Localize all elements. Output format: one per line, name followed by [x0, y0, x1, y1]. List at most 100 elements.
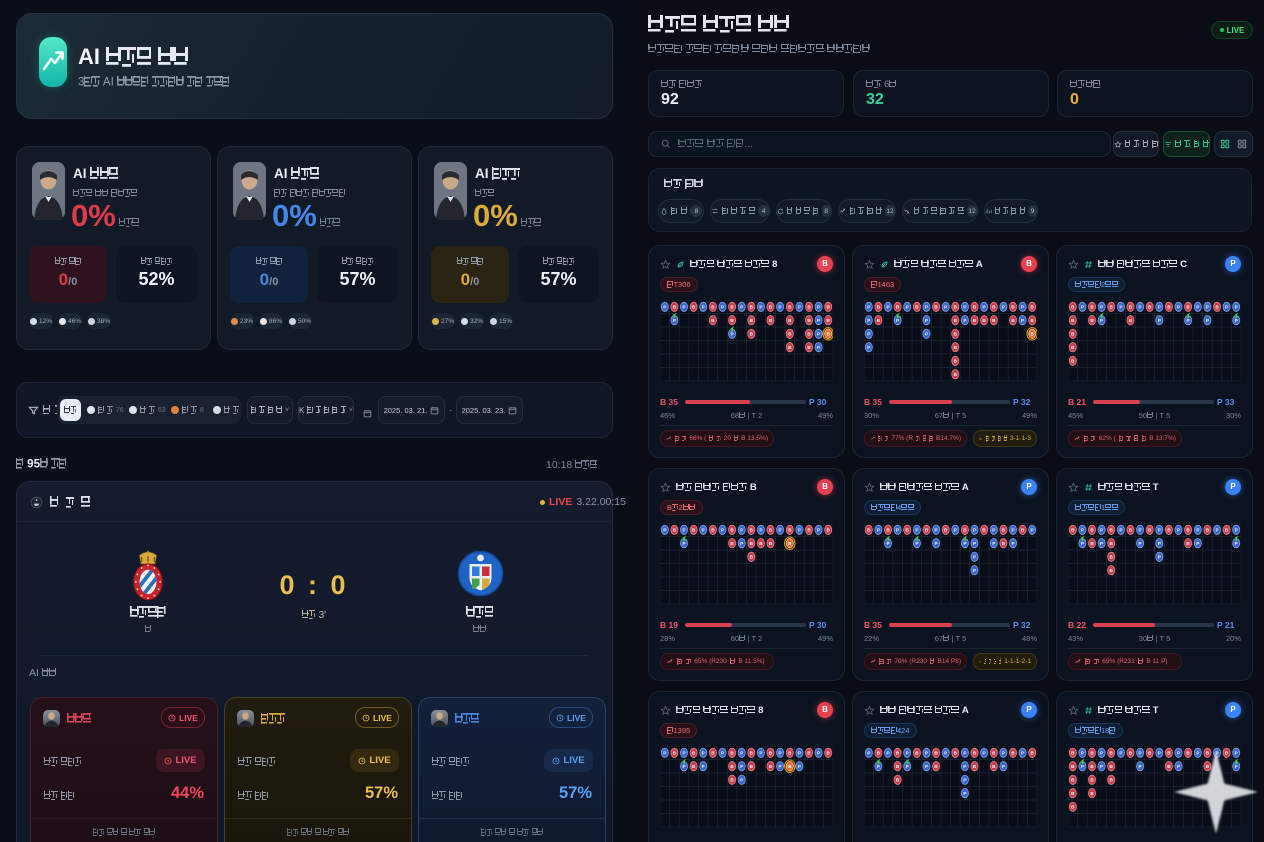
svg-text:B: B: [1206, 764, 1210, 769]
svg-text:B: B: [807, 332, 811, 337]
svg-text:B: B: [730, 318, 734, 323]
svg-text:P: P: [1235, 764, 1238, 769]
svg-text:B: B: [934, 305, 938, 310]
svg-text:B: B: [1031, 305, 1035, 310]
svg-text:P: P: [954, 528, 957, 533]
svg-text:B: B: [954, 359, 958, 364]
svg-text:B: B: [963, 528, 967, 533]
svg-text:B: B: [877, 751, 881, 756]
svg-text:P: P: [1119, 528, 1122, 533]
svg-text:B: B: [973, 318, 977, 323]
svg-text:B: B: [750, 305, 754, 310]
svg-text:B: B: [1215, 305, 1219, 310]
svg-text:B: B: [1071, 778, 1075, 783]
svg-text:B: B: [906, 528, 910, 533]
svg-text:P: P: [886, 305, 889, 310]
svg-text:P: P: [925, 764, 928, 769]
svg-text:B: B: [1031, 751, 1035, 756]
svg-text:B: B: [1148, 305, 1152, 310]
svg-text:B: B: [827, 528, 831, 533]
svg-text:P: P: [1235, 318, 1238, 323]
svg-text:P: P: [1011, 528, 1014, 533]
svg-text:P: P: [1235, 528, 1238, 533]
svg-text:P: P: [1021, 751, 1024, 756]
svg-text:P: P: [682, 751, 685, 756]
svg-text:B: B: [973, 305, 977, 310]
svg-text:P: P: [1011, 541, 1014, 546]
svg-text:P: P: [1196, 305, 1199, 310]
svg-text:B: B: [1071, 318, 1075, 323]
svg-text:B: B: [788, 305, 792, 310]
svg-text:P: P: [867, 305, 870, 310]
svg-text:P: P: [1100, 528, 1103, 533]
svg-text:B: B: [934, 751, 938, 756]
svg-text:B: B: [769, 318, 773, 323]
svg-text:P: P: [877, 528, 880, 533]
svg-text:B: B: [1090, 528, 1094, 533]
svg-text:P: P: [867, 318, 870, 323]
svg-text:P: P: [867, 345, 870, 350]
svg-text:P: P: [798, 764, 801, 769]
svg-text:P: P: [935, 528, 938, 533]
svg-text:P: P: [1002, 305, 1005, 310]
svg-text:B: B: [1167, 764, 1171, 769]
svg-text:B: B: [934, 764, 938, 769]
svg-text:B: B: [1110, 528, 1114, 533]
svg-text:P: P: [682, 541, 685, 546]
svg-text:P: P: [1139, 305, 1142, 310]
svg-text:B: B: [1110, 541, 1114, 546]
svg-text:P: P: [886, 751, 889, 756]
svg-text:B: B: [992, 764, 996, 769]
svg-text:B: B: [1090, 318, 1094, 323]
svg-text:P: P: [759, 528, 762, 533]
svg-text:P: P: [944, 751, 947, 756]
svg-text:P: P: [1158, 305, 1161, 310]
svg-text:B: B: [1071, 332, 1075, 337]
svg-text:B: B: [807, 318, 811, 323]
svg-text:B: B: [867, 528, 871, 533]
svg-text:B: B: [1011, 751, 1015, 756]
svg-text:B: B: [925, 528, 929, 533]
svg-text:B: B: [692, 751, 696, 756]
svg-text:B: B: [750, 541, 754, 546]
svg-text:B: B: [769, 541, 773, 546]
svg-text:B: B: [1090, 751, 1094, 756]
svg-text:P: P: [1206, 318, 1209, 323]
svg-text:B: B: [1090, 764, 1094, 769]
svg-text:B: B: [750, 528, 754, 533]
svg-text:B: B: [1110, 751, 1114, 756]
svg-text:P: P: [925, 318, 928, 323]
svg-text:B: B: [750, 764, 754, 769]
svg-text:B: B: [1129, 528, 1133, 533]
svg-text:P: P: [759, 305, 762, 310]
svg-text:B: B: [1071, 359, 1075, 364]
svg-text:B: B: [788, 332, 792, 337]
svg-text:P: P: [983, 751, 986, 756]
svg-text:B: B: [896, 764, 900, 769]
svg-text:B: B: [827, 332, 831, 337]
svg-text:P: P: [1177, 764, 1180, 769]
svg-text:P: P: [779, 764, 782, 769]
svg-text:B: B: [1090, 541, 1094, 546]
svg-text:B: B: [1002, 528, 1006, 533]
svg-text:P: P: [702, 305, 705, 310]
svg-text:B: B: [788, 345, 792, 350]
svg-text:P: P: [1081, 305, 1084, 310]
svg-text:P: P: [663, 751, 666, 756]
svg-text:B: B: [1225, 528, 1229, 533]
svg-text:P: P: [1100, 305, 1103, 310]
svg-text:B: B: [954, 372, 958, 377]
svg-text:P: P: [963, 318, 966, 323]
svg-text:B: B: [1167, 528, 1171, 533]
svg-text:P: P: [682, 764, 685, 769]
svg-text:P: P: [906, 305, 909, 310]
svg-text:B: B: [730, 541, 734, 546]
svg-text:P: P: [915, 528, 918, 533]
svg-text:P: P: [963, 541, 966, 546]
svg-text:P: P: [1158, 318, 1161, 323]
svg-text:P: P: [896, 528, 899, 533]
svg-text:B: B: [1129, 318, 1133, 323]
svg-text:B: B: [896, 778, 900, 783]
svg-text:B: B: [1090, 305, 1094, 310]
svg-text:P: P: [817, 305, 820, 310]
